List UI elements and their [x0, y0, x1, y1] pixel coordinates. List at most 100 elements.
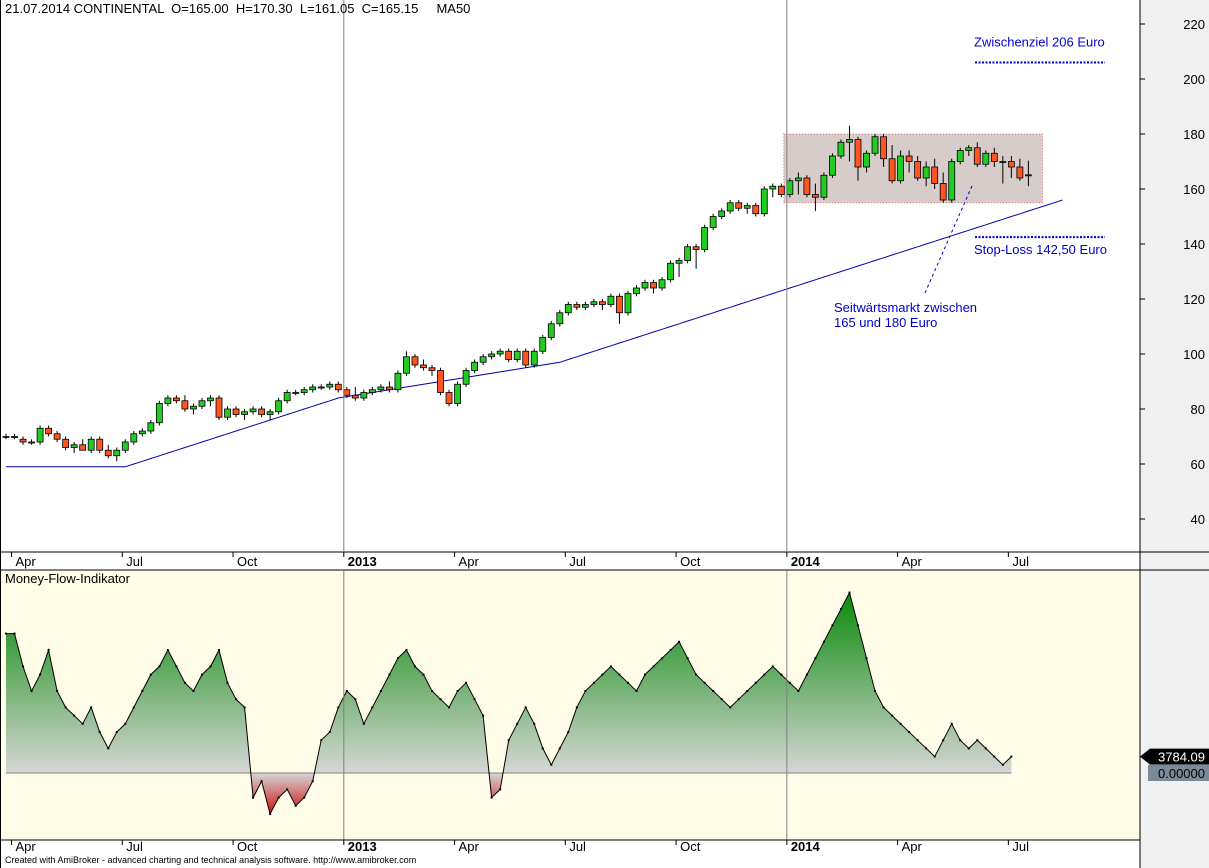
- candle: [181, 395, 189, 412]
- mfi-zero-value: 0.00000: [1158, 766, 1205, 781]
- candle: [650, 279, 657, 294]
- candle: [300, 387, 308, 396]
- candle: [360, 389, 368, 401]
- mfi-point: [771, 665, 774, 668]
- mfi-point: [524, 706, 527, 709]
- candle: [53, 431, 61, 442]
- mfi-point: [780, 673, 783, 676]
- mfi-point: [183, 681, 186, 684]
- mfi-point: [933, 755, 936, 758]
- y-tick-label: 40: [1191, 512, 1205, 527]
- mfi-point: [328, 731, 331, 733]
- mfi-point: [754, 681, 757, 684]
- candle: [275, 398, 283, 415]
- mfi-point: [303, 796, 306, 799]
- mfi-xaxis-bg: [0, 840, 1140, 855]
- y-tick-label: 60: [1191, 457, 1205, 472]
- mfi-point: [661, 657, 664, 660]
- mfi-point: [1001, 763, 1004, 766]
- candle: [1025, 160, 1032, 187]
- candle: [488, 351, 496, 360]
- y-tick-label: 220: [1183, 17, 1205, 32]
- x-tick-label: Jul: [569, 839, 586, 854]
- chart-header: 21.07.2014 CONTINENTAL O=165.00 H=170.30…: [5, 1, 471, 16]
- candle: [573, 301, 581, 310]
- candle: [334, 381, 342, 393]
- mfi-point: [311, 780, 314, 783]
- candle: [658, 277, 666, 291]
- candle: [79, 439, 87, 451]
- candle: [1016, 158, 1024, 181]
- candle: [471, 359, 479, 374]
- candle: [479, 354, 487, 365]
- price-panel: Zwischenziel 206 Euro Stop-Loss 142,50 Eu…: [2, 35, 1107, 468]
- mfi-point: [857, 624, 859, 627]
- candle: [760, 186, 768, 217]
- candle: [1007, 156, 1015, 178]
- stop-loss-label: Stop-Loss 142,50 Euro: [974, 242, 1107, 257]
- price-xaxis-bg: [0, 552, 1140, 570]
- candle: [62, 436, 70, 451]
- x-tick-label: Apr: [459, 839, 480, 854]
- mfi-point: [90, 706, 93, 709]
- candle: [172, 395, 180, 404]
- candle: [96, 436, 104, 453]
- mfi-point: [601, 673, 604, 676]
- candle: [45, 425, 52, 437]
- x-tick-label: Jul: [126, 839, 143, 854]
- mfi-point: [644, 673, 646, 676]
- mfi-point: [899, 722, 902, 725]
- mfi-point: [422, 673, 425, 676]
- candle: [292, 389, 300, 396]
- candle: [897, 150, 904, 184]
- mfi-point: [39, 673, 42, 676]
- mfi-point: [439, 698, 442, 701]
- mfi-point: [499, 788, 502, 791]
- candle: [743, 202, 751, 214]
- mfi-point: [209, 665, 212, 668]
- candle: [462, 367, 470, 387]
- candle: [454, 381, 461, 407]
- candle: [113, 447, 121, 462]
- mfi-point: [695, 673, 698, 676]
- mfi-point: [354, 698, 357, 701]
- mfi-point: [882, 706, 885, 709]
- candle: [948, 158, 956, 203]
- candle: [138, 428, 146, 437]
- mfi-point: [269, 813, 272, 815]
- mfi-point: [490, 796, 493, 799]
- candle: [556, 310, 564, 327]
- mfi-point: [942, 739, 945, 742]
- mfi-point: [984, 747, 987, 750]
- mfi-point: [64, 706, 67, 709]
- mfi-point: [967, 747, 970, 750]
- candle: [888, 145, 896, 184]
- mfi-point: [371, 706, 374, 709]
- range-pointer: [924, 185, 973, 294]
- candle: [675, 257, 683, 277]
- candle: [667, 260, 674, 283]
- mfi-point: [584, 690, 587, 692]
- x-tick-label: 2014: [791, 554, 821, 569]
- candle: [820, 172, 828, 200]
- right-axis-bg: [1140, 0, 1209, 868]
- mfi-point: [286, 788, 289, 791]
- mfi-point: [124, 722, 127, 725]
- candle: [394, 370, 402, 393]
- x-tick-label: Apr: [16, 839, 37, 854]
- mfi-point: [175, 665, 178, 668]
- candle: [215, 395, 223, 420]
- mfi-point: [516, 722, 519, 725]
- mfi-point: [132, 706, 135, 709]
- candle: [599, 299, 606, 310]
- mfi-point: [763, 673, 766, 676]
- candle: [28, 439, 35, 445]
- candle: [863, 150, 870, 173]
- y-tick-label: 160: [1183, 182, 1205, 197]
- mfi-point: [320, 739, 323, 742]
- candle: [258, 406, 266, 418]
- y-tick-label: 100: [1183, 347, 1205, 362]
- mfi-last-value-badge: 3784.09: [1140, 748, 1209, 765]
- candle: [633, 285, 640, 297]
